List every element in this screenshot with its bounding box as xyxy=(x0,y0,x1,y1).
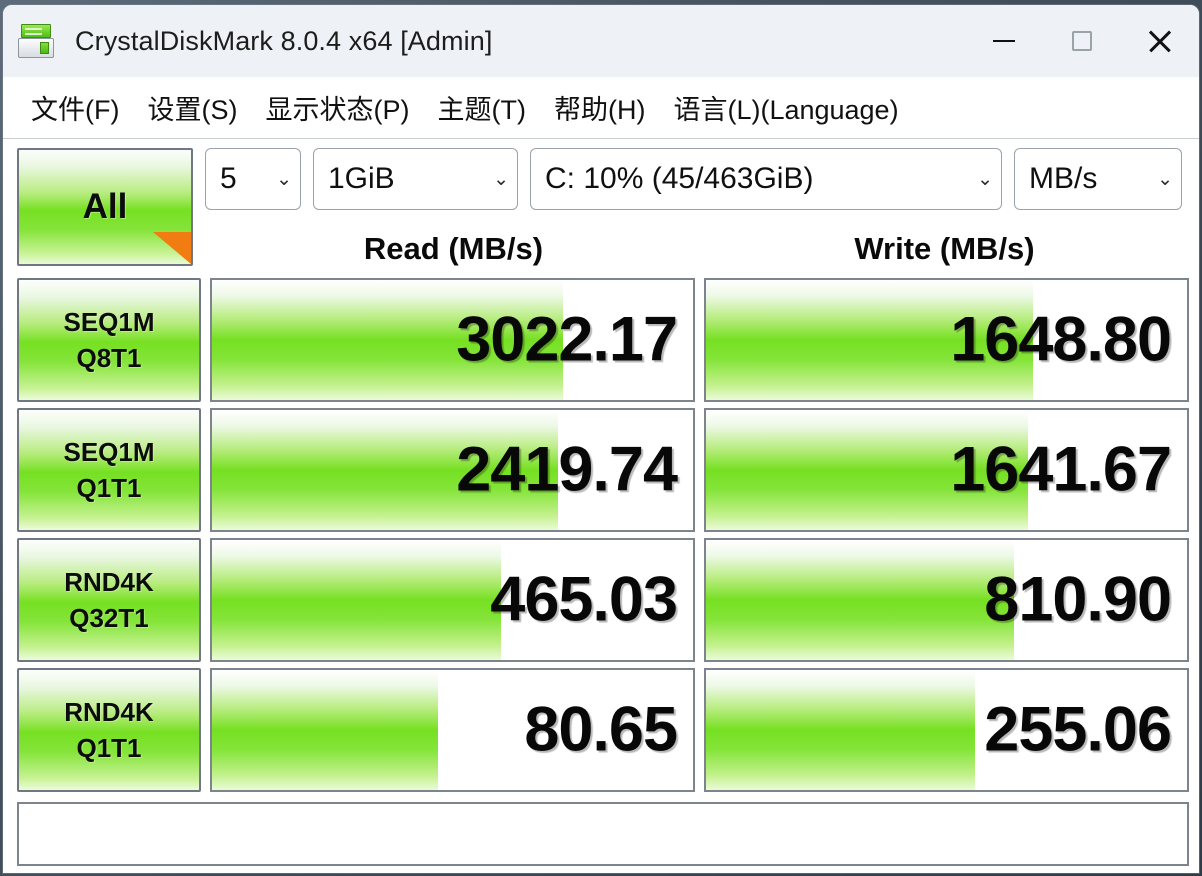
table-row: SEQ1M Q8T1 3022.17 1648.80 xyxy=(17,278,1189,402)
test-button-rnd4k-q1t1[interactable]: RND4K Q1T1 xyxy=(17,668,201,792)
result-value: 3022.17 xyxy=(456,304,678,375)
result-bar xyxy=(212,280,564,400)
result-read-rnd4k-q1t1[interactable]: 80.65 xyxy=(210,668,695,792)
minimize-button[interactable] xyxy=(965,5,1043,77)
menu-bar: 文件(F) 设置(S) 显示状态(P) 主题(T) 帮助(H) 语言(L)(La… xyxy=(3,77,1199,139)
test-label-bottom: Q1T1 xyxy=(76,733,142,763)
maximize-button[interactable] xyxy=(1043,5,1121,77)
run-all-label: All xyxy=(82,187,128,226)
comment-box[interactable] xyxy=(17,802,1189,866)
menu-item-file[interactable]: 文件(F) xyxy=(31,95,120,125)
units-dropdown[interactable]: MB/s ⌄ xyxy=(1014,148,1182,210)
column-header-write: Write (MB/s) xyxy=(854,231,1035,266)
test-count-dropdown[interactable]: 5 ⌄ xyxy=(205,148,301,210)
result-bar xyxy=(212,540,501,660)
result-read-rnd4k-q32t1[interactable]: 465.03 xyxy=(210,538,695,662)
result-value: 465.03 xyxy=(490,564,678,635)
result-bar xyxy=(706,280,1034,400)
test-button-seq1m-q1t1[interactable]: SEQ1M Q1T1 xyxy=(17,408,201,532)
menu-item-theme[interactable]: 主题(T) xyxy=(437,95,526,125)
maximize-icon xyxy=(1072,31,1092,51)
window-controls xyxy=(965,5,1199,77)
crystaldiskmark-icon xyxy=(17,22,57,60)
result-write-seq1m-q1t1[interactable]: 1641.67 xyxy=(704,408,1189,532)
minimize-icon xyxy=(993,40,1015,42)
table-row: RND4K Q1T1 80.65 255.06 xyxy=(17,668,1189,792)
result-value: 255.06 xyxy=(984,694,1172,765)
units-value: MB/s xyxy=(1029,162,1098,195)
crystaldiskmark-window: CrystalDiskMark 8.0.4 x64 [Admin] 文件(F) … xyxy=(3,5,1199,873)
result-write-rnd4k-q1t1[interactable]: 255.06 xyxy=(704,668,1189,792)
table-row: SEQ1M Q1T1 2419.74 1641.67 xyxy=(17,408,1189,532)
close-icon xyxy=(1147,28,1173,54)
toolbar: All 5 ⌄ 1GiB ⌄ C: 10% (45/463GiB) ⌄ MB/s… xyxy=(3,139,1199,266)
table-row: RND4K Q32T1 465.03 810.90 xyxy=(17,538,1189,662)
result-write-rnd4k-q32t1[interactable]: 810.90 xyxy=(704,538,1189,662)
test-count-value: 5 xyxy=(220,162,237,195)
test-label-top: SEQ1M xyxy=(63,307,155,337)
menu-item-settings[interactable]: 设置(S) xyxy=(147,95,238,125)
drive-dropdown[interactable]: C: 10% (45/463GiB) ⌄ xyxy=(530,148,1002,210)
run-all-button[interactable]: All xyxy=(17,148,193,266)
test-size-value: 1GiB xyxy=(328,162,395,195)
result-read-seq1m-q8t1[interactable]: 3022.17 xyxy=(210,278,695,402)
column-headers: Read (MB/s) Write (MB/s) xyxy=(208,231,1190,267)
test-button-rnd4k-q32t1[interactable]: RND4K Q32T1 xyxy=(17,538,201,662)
result-value: 810.90 xyxy=(984,564,1172,635)
result-read-seq1m-q1t1[interactable]: 2419.74 xyxy=(210,408,695,532)
result-value: 80.65 xyxy=(524,694,678,765)
result-bar xyxy=(706,410,1029,530)
test-label-bottom: Q1T1 xyxy=(76,473,142,503)
title-bar: CrystalDiskMark 8.0.4 x64 [Admin] xyxy=(3,5,1199,77)
test-label-top: RND4K xyxy=(64,697,154,727)
menu-item-profile[interactable]: 显示状态(P) xyxy=(265,95,410,125)
chevron-down-icon: ⌄ xyxy=(493,168,509,190)
test-button-seq1m-q8t1[interactable]: SEQ1M Q8T1 xyxy=(17,278,201,402)
results-grid: SEQ1M Q8T1 3022.17 1648.80 SEQ1M Q1T1 24… xyxy=(17,278,1189,798)
test-label-top: RND4K xyxy=(64,567,154,597)
window-title: CrystalDiskMark 8.0.4 x64 [Admin] xyxy=(75,25,493,56)
result-value: 1648.80 xyxy=(950,304,1172,375)
close-button[interactable] xyxy=(1121,5,1199,77)
chevron-down-icon: ⌄ xyxy=(977,168,993,190)
chevron-down-icon: ⌄ xyxy=(1157,168,1173,190)
result-write-seq1m-q8t1[interactable]: 1648.80 xyxy=(704,278,1189,402)
test-size-dropdown[interactable]: 1GiB ⌄ xyxy=(313,148,518,210)
column-header-read: Read (MB/s) xyxy=(363,231,544,266)
result-bar xyxy=(212,410,559,530)
test-label-bottom: Q32T1 xyxy=(69,603,149,633)
menu-item-language[interactable]: 语言(L)(Language) xyxy=(673,95,899,125)
drive-value: C: 10% (45/463GiB) xyxy=(545,162,814,195)
test-label-bottom: Q8T1 xyxy=(76,343,142,373)
result-bar xyxy=(706,540,1014,660)
result-value: 2419.74 xyxy=(456,434,678,505)
chevron-down-icon: ⌄ xyxy=(276,168,292,190)
result-bar xyxy=(706,670,976,790)
result-bar xyxy=(212,670,439,790)
result-value: 1641.67 xyxy=(950,434,1172,505)
all-button-corner-marker xyxy=(153,232,191,264)
test-label-top: SEQ1M xyxy=(63,437,155,467)
menu-item-help[interactable]: 帮助(H) xyxy=(553,95,646,125)
